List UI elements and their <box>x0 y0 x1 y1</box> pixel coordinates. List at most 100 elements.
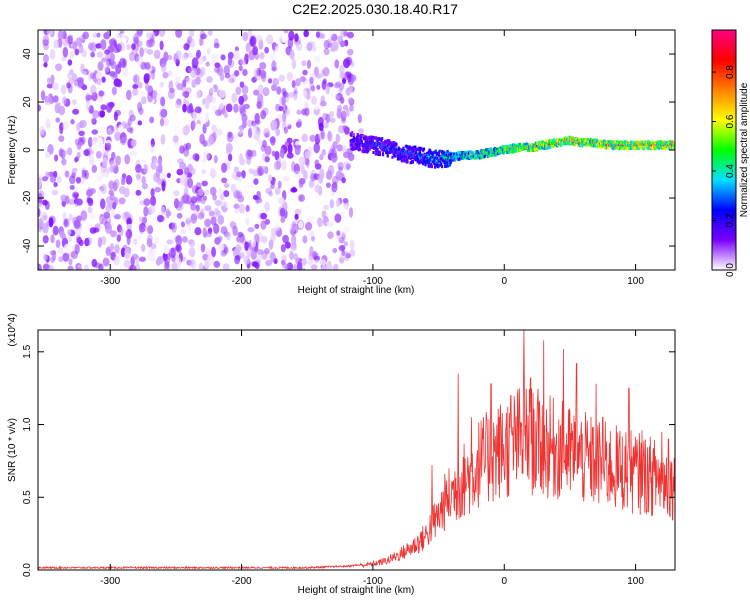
noise-cell <box>182 103 187 113</box>
noise-cell <box>182 91 188 97</box>
noise-cell <box>49 175 57 183</box>
signal-cell <box>602 143 605 147</box>
noise-cell <box>160 222 165 228</box>
noise-cell <box>327 130 332 141</box>
noise-cell <box>74 138 80 146</box>
noise-cell <box>67 59 73 66</box>
noise-cell <box>351 172 359 183</box>
noise-cell <box>304 107 310 117</box>
noise-cell <box>293 90 298 101</box>
noise-cell <box>194 106 202 114</box>
noise-cell <box>240 58 247 66</box>
noise-cell <box>96 189 102 198</box>
signal-cell <box>581 144 584 148</box>
noise-cell <box>101 216 108 226</box>
noise-cell <box>225 231 232 241</box>
noise-cell <box>256 248 264 256</box>
noise-cell <box>65 195 70 205</box>
noise-cell <box>264 145 272 156</box>
noise-cell <box>223 231 230 238</box>
noise-cell <box>48 217 54 228</box>
noise-cell <box>121 32 129 43</box>
noise-cell <box>70 118 75 125</box>
noise-cell <box>45 95 53 107</box>
noise-cell <box>155 165 163 172</box>
signal-cell <box>435 163 438 167</box>
signal-cell <box>443 151 446 155</box>
noise-cell <box>321 264 328 270</box>
noise-cell <box>183 146 190 158</box>
signal-cell <box>568 142 571 146</box>
noise-cell <box>202 140 208 147</box>
noise-cell <box>223 112 228 119</box>
y-tick-label: 0.5 <box>22 490 33 504</box>
noise-cell <box>137 101 143 112</box>
noise-cell <box>44 200 50 210</box>
noise-cell <box>150 243 157 250</box>
noise-cell <box>43 43 49 51</box>
noise-cell <box>256 101 262 110</box>
signal-cell <box>527 143 530 147</box>
noise-cell <box>82 70 87 80</box>
signal-cell <box>552 138 556 142</box>
noise-cell <box>67 72 72 79</box>
noise-cell <box>77 183 84 191</box>
signal-cell <box>351 147 355 151</box>
noise-cell <box>75 198 83 206</box>
noise-cell <box>295 140 301 147</box>
signal-cell <box>446 150 449 154</box>
noise-cell <box>67 228 72 236</box>
signal-cell <box>369 137 372 141</box>
noise-cell <box>96 137 104 149</box>
noise-cell <box>99 110 106 118</box>
noise-cell <box>117 199 124 205</box>
signal-cell <box>366 149 370 153</box>
signal-cell <box>360 141 363 145</box>
noise-cell <box>149 116 155 124</box>
noise-cell <box>322 67 330 77</box>
noise-cell <box>292 263 298 270</box>
signal-cell <box>377 152 380 156</box>
signal-cell <box>366 143 370 147</box>
noise-cell <box>126 217 132 226</box>
signal-cell <box>606 140 609 144</box>
noise-cell <box>260 144 266 152</box>
noise-cell <box>197 188 204 197</box>
signal-cell <box>354 137 357 141</box>
signal-cell <box>378 153 381 157</box>
noise-cell <box>153 172 160 183</box>
noise-cell <box>192 153 200 161</box>
noise-cell <box>43 30 50 36</box>
noise-cell <box>76 142 82 150</box>
noise-cell <box>291 80 296 88</box>
signal-cell <box>663 140 666 144</box>
signal-cell <box>370 144 373 148</box>
noise-cell <box>136 174 141 181</box>
noise-cell <box>105 58 112 67</box>
noise-cell <box>202 150 210 161</box>
noise-cell <box>233 132 239 143</box>
noise-cell <box>138 81 143 89</box>
noise-cell <box>261 250 268 261</box>
x-tick-label: 100 <box>627 276 644 287</box>
noise-cell <box>307 258 314 265</box>
noise-cell <box>341 177 346 184</box>
signal-cell <box>656 144 660 148</box>
noise-cell <box>55 63 63 72</box>
noise-cell <box>140 243 146 253</box>
noise-cell <box>143 206 149 217</box>
noise-cell <box>166 210 172 217</box>
noise-cell <box>248 168 254 174</box>
noise-cell <box>308 154 314 161</box>
noise-cell <box>113 178 120 189</box>
noise-cell <box>323 48 330 56</box>
signal-cell <box>380 139 383 143</box>
noise-cell <box>100 183 107 195</box>
noise-cell <box>147 214 155 224</box>
noise-cell <box>45 118 51 130</box>
noise-cell <box>145 73 151 81</box>
colorbar-tick-label: 0.6 <box>725 114 736 128</box>
noise-cell <box>235 86 242 96</box>
noise-cell <box>294 213 299 220</box>
noise-cell <box>188 247 196 258</box>
